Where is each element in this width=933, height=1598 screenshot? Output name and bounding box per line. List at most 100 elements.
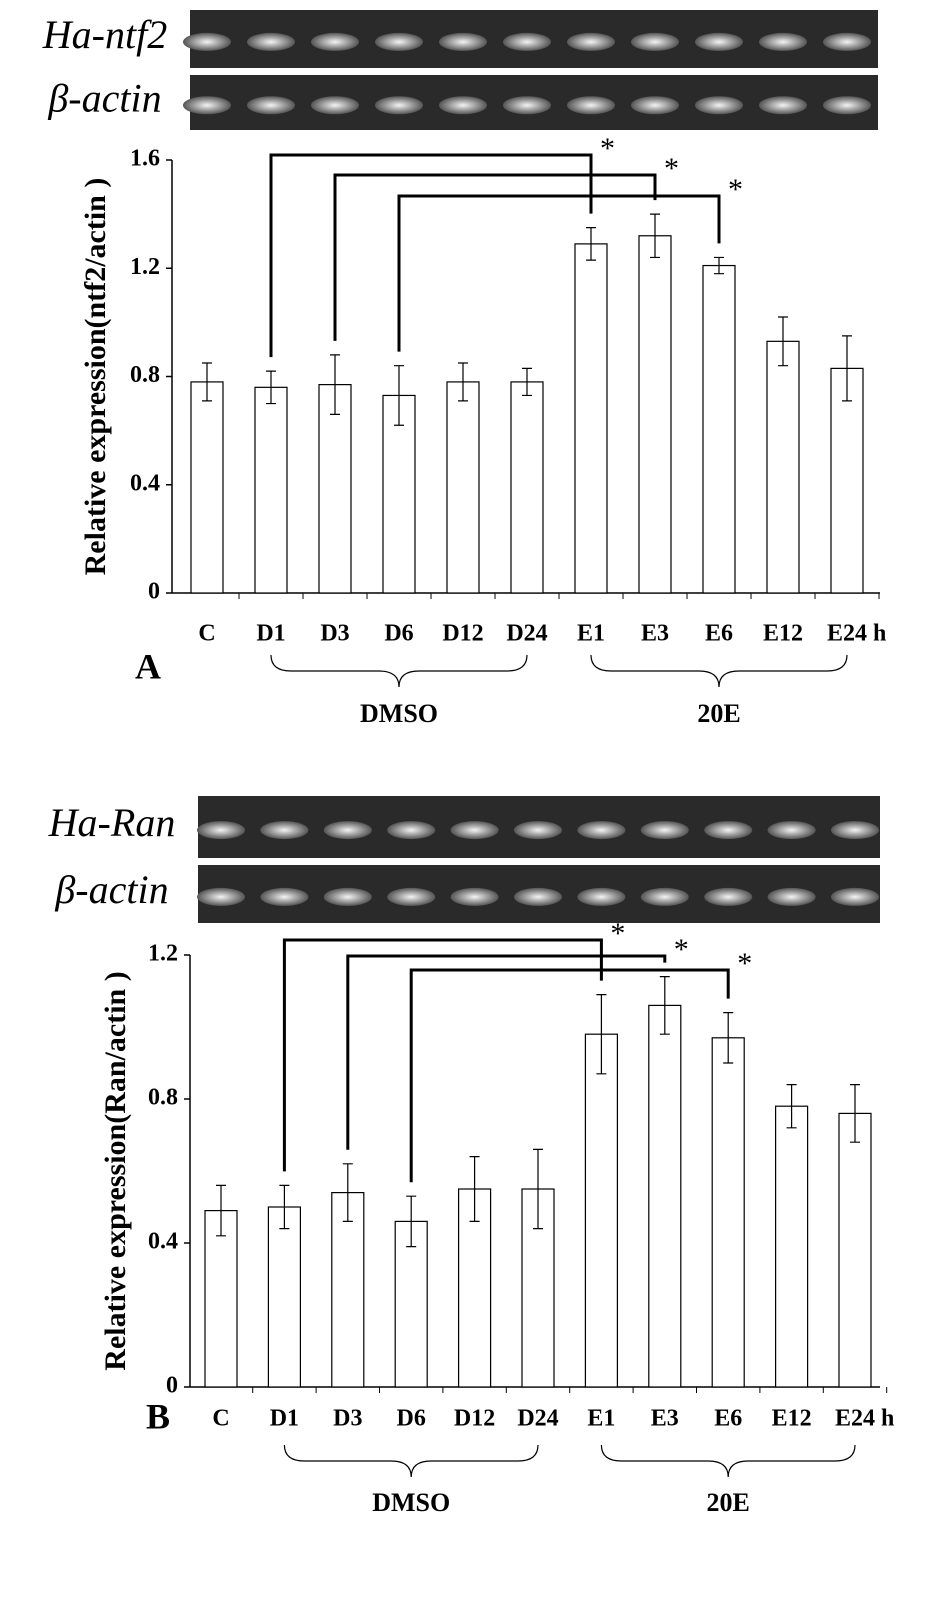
gel-band bbox=[260, 887, 309, 906]
gel-label: Ha-Ran bbox=[48, 800, 176, 845]
x-tick-label: E1 bbox=[587, 1406, 615, 1432]
group-brace bbox=[590, 654, 848, 688]
gel-band bbox=[831, 887, 879, 906]
y-tick-label: 1.2 bbox=[130, 254, 160, 280]
bar bbox=[638, 235, 672, 594]
gel-band bbox=[704, 821, 753, 840]
gel-band bbox=[695, 32, 743, 51]
x-tick-label: D6 bbox=[384, 621, 413, 647]
bar bbox=[394, 1220, 428, 1388]
gel-band bbox=[577, 821, 626, 840]
significance-mark: * bbox=[610, 917, 625, 950]
y-tick-label: 1.6 bbox=[130, 146, 160, 172]
significance-mark: * bbox=[664, 152, 679, 185]
significance-mark: * bbox=[728, 173, 743, 206]
gel-band bbox=[311, 32, 359, 51]
gel-band bbox=[387, 821, 436, 840]
error-bar bbox=[458, 362, 468, 402]
y-tick-label: 1.2 bbox=[148, 941, 178, 967]
group-label: DMSO bbox=[372, 1488, 450, 1517]
error-bar bbox=[342, 1163, 353, 1222]
error-bar bbox=[714, 256, 724, 275]
error-bar bbox=[659, 976, 670, 1035]
bar bbox=[830, 367, 864, 594]
gel-band bbox=[823, 32, 871, 51]
error-bar bbox=[842, 335, 852, 402]
x-tick-label: E12 bbox=[772, 1406, 812, 1432]
gel-band bbox=[514, 887, 562, 906]
x-tick-label: E3 bbox=[641, 621, 669, 647]
comparison-bracket bbox=[397, 194, 721, 352]
gel-band bbox=[695, 96, 743, 115]
bar bbox=[331, 1191, 365, 1388]
gel-label: Ha-ntf2 bbox=[42, 12, 167, 57]
gel-band bbox=[311, 96, 359, 115]
bar bbox=[766, 340, 800, 594]
x-unit: h bbox=[881, 1406, 894, 1432]
significance-mark: * bbox=[600, 132, 615, 165]
group-brace bbox=[283, 1444, 539, 1478]
bar bbox=[510, 381, 544, 594]
x-tick-label: D24 bbox=[517, 1406, 558, 1432]
y-tick-label: 0 bbox=[148, 579, 160, 605]
bar bbox=[204, 1209, 238, 1388]
gel-band bbox=[831, 821, 879, 840]
bar bbox=[702, 264, 736, 594]
gel-band bbox=[439, 32, 487, 51]
bar bbox=[838, 1112, 872, 1388]
gel-band bbox=[823, 96, 871, 115]
group-label: 20E bbox=[707, 1488, 750, 1517]
x-tick-label: D3 bbox=[333, 1406, 362, 1432]
gel-band bbox=[247, 32, 295, 51]
gel-band bbox=[323, 887, 372, 906]
x-tick-label: D6 bbox=[397, 1406, 426, 1432]
error-bar bbox=[279, 1184, 290, 1230]
gel-band bbox=[260, 821, 309, 840]
x-tick-label: D1 bbox=[256, 621, 285, 647]
error-bar bbox=[850, 1084, 860, 1143]
error-bar bbox=[469, 1156, 480, 1222]
gel-band bbox=[631, 32, 679, 51]
gel-band bbox=[567, 32, 615, 51]
error-bar bbox=[394, 365, 404, 426]
panel-label: B bbox=[146, 1396, 170, 1436]
bar bbox=[446, 381, 480, 594]
x-tick-label: C bbox=[212, 1406, 229, 1432]
comparison-bracket bbox=[282, 938, 603, 1172]
bar bbox=[318, 384, 352, 594]
group-label: DMSO bbox=[360, 699, 438, 728]
panel-label: A bbox=[135, 646, 161, 686]
gel-band bbox=[759, 96, 807, 115]
error-bar bbox=[596, 994, 607, 1075]
x-tick-label: D1 bbox=[270, 1406, 299, 1432]
bar bbox=[648, 1004, 682, 1388]
gel-band bbox=[450, 887, 499, 906]
x-tick-label: E6 bbox=[705, 621, 733, 647]
x-tick-label: E12 bbox=[763, 621, 803, 647]
gel-label: β-actin bbox=[47, 76, 161, 121]
group-label: 20E bbox=[697, 699, 740, 728]
error-bar bbox=[533, 1148, 543, 1230]
comparison-bracket bbox=[409, 968, 730, 1183]
group-brace bbox=[600, 1444, 856, 1478]
group-brace bbox=[270, 654, 528, 688]
x-unit: h bbox=[873, 621, 886, 647]
gel-band bbox=[759, 32, 807, 51]
error-bar bbox=[266, 370, 276, 405]
x-tick-label: E24 bbox=[827, 621, 867, 647]
gel-label: β-actin bbox=[54, 867, 168, 912]
y-tick-label: 0.8 bbox=[148, 1085, 178, 1111]
bar bbox=[190, 381, 224, 594]
gel-band bbox=[567, 96, 615, 115]
gel-band bbox=[183, 32, 231, 51]
gel-band bbox=[640, 887, 689, 906]
x-tick-label: E24 bbox=[835, 1406, 875, 1432]
significance-mark: * bbox=[737, 947, 752, 980]
gel-band bbox=[767, 887, 816, 906]
bar bbox=[254, 386, 288, 594]
y-axis-label: Relative expression(ntf2/actin ) bbox=[79, 178, 112, 576]
gel-band bbox=[514, 821, 562, 840]
x-tick-label: D3 bbox=[320, 621, 349, 647]
y-tick-label: 0.4 bbox=[130, 470, 160, 496]
error-bar bbox=[778, 316, 788, 367]
